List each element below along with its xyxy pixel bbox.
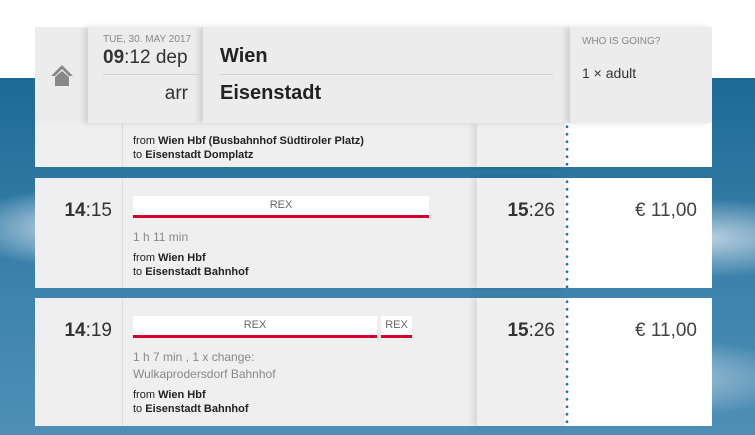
change-station: Wulkaprodersdorf Bahnhof	[133, 367, 276, 381]
duration: 1 h 7 min , 1 x change:	[133, 350, 255, 364]
from-prefix: from	[133, 389, 155, 401]
connection-row[interactable]: 14:19 REX REX 1 h 7 min , 1 x change: Wulk…	[35, 298, 712, 426]
price-cell	[569, 123, 712, 167]
dotted-divider	[565, 178, 569, 288]
home-button[interactable]	[35, 27, 88, 123]
dotted-divider	[565, 123, 569, 167]
from-station-field[interactable]: Wien	[220, 45, 553, 75]
to-station-field[interactable]: Eisenstadt	[220, 82, 322, 104]
details-cell: REX 1 h 11 min from Wien Hbf to Eisenstad…	[123, 178, 477, 288]
travel-date: TUE, 30. MAY 2017	[103, 34, 192, 45]
to-station: Eisenstadt Bahnhof	[145, 266, 249, 278]
departure-time: 14:15	[35, 178, 123, 288]
connection-row[interactable]: 14:15 REX 1 h 11 min from Wien Hbf to Eis…	[35, 178, 712, 288]
arrival-toggle[interactable]: arr	[164, 83, 188, 104]
from-station: Wien Hbf	[158, 389, 206, 401]
from-station: Wien Hbf (Busbahnhof Südtiroler Platz)	[158, 135, 364, 147]
date-time-selector[interactable]: TUE, 30. MAY 2017 09:12 dep arr	[88, 27, 203, 123]
to-prefix: to	[133, 149, 143, 161]
from-station: Wien Hbf	[158, 252, 206, 264]
arrival-cell	[477, 123, 565, 167]
to-prefix: to	[133, 266, 143, 278]
price[interactable]: € 11,00	[569, 298, 712, 426]
from-prefix: from	[133, 252, 155, 264]
to-station: Eisenstadt Bahnhof	[145, 403, 249, 415]
to-station: Eisenstadt Domplatz	[145, 149, 254, 161]
arrival-time: 15:26	[477, 298, 565, 426]
search-header: TUE, 30. MAY 2017 09:12 dep arr Wien Eis…	[35, 27, 712, 123]
time-cell	[35, 123, 123, 167]
passenger-selector[interactable]: WHO IS GOING? 1 × adult	[570, 27, 712, 123]
who-label: WHO IS GOING?	[582, 36, 661, 47]
arrival-time: 15:26	[477, 178, 565, 288]
duration: 1 h 11 min	[133, 230, 189, 244]
departure-time: 09:12 dep	[103, 47, 199, 75]
train-badge: REX	[133, 196, 429, 218]
station-selector[interactable]: Wien Eisenstadt	[203, 27, 570, 123]
departure-time: 14:19	[35, 298, 123, 426]
connection-row-partial[interactable]: from Wien Hbf (Busbahnhof Südtiroler Pla…	[35, 123, 712, 167]
to-prefix: to	[133, 403, 143, 415]
train-badge: REX	[133, 316, 377, 338]
from-prefix: from	[133, 135, 155, 147]
details-cell: REX REX 1 h 7 min , 1 x change: Wulkaprode…	[123, 298, 477, 426]
home-icon	[50, 65, 73, 86]
dotted-divider	[565, 298, 569, 426]
details-cell: from Wien Hbf (Busbahnhof Südtiroler Pla…	[123, 123, 477, 167]
passenger-count: 1 × adult	[582, 65, 637, 81]
train-badge: REX	[381, 316, 412, 338]
price[interactable]: € 11,00	[569, 178, 712, 288]
